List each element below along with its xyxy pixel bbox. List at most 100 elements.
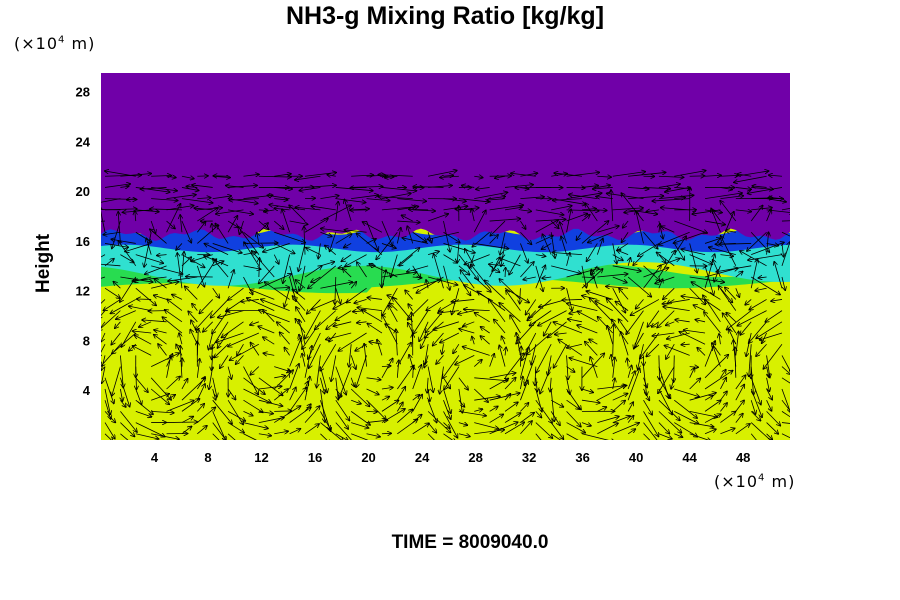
wind-vector [489,219,521,221]
wind-vector [333,321,352,326]
wind-vector [250,342,260,356]
wind-vector [274,406,300,423]
wind-vector [658,433,672,439]
wind-vector [746,332,752,356]
wind-vector [704,312,721,334]
wind-vector [593,187,613,189]
wind-vector [350,282,356,289]
wind-vector [139,321,152,327]
wind-vector [426,280,428,289]
wind-vector [674,411,698,423]
wind-vector [705,175,721,176]
wind-vector [781,276,785,290]
wind-vector [367,298,383,300]
wind-vector [397,409,412,423]
wind-vector [612,172,646,177]
wind-vector [306,248,321,255]
wind-vector [154,295,167,300]
wind-vector [327,175,336,177]
wind-vector [658,184,680,188]
wind-vector [566,411,581,426]
wind-vector [657,310,675,328]
wind-vector [643,433,651,440]
wind-vector [135,411,152,416]
wind-vector [566,193,602,200]
wind-vector [581,399,600,403]
wind-vector [554,344,567,368]
wind-vector [243,377,265,394]
wind-vector [628,196,663,200]
wind-vector [769,197,783,198]
wind-vector [535,411,542,417]
wind-vector [621,232,629,242]
wind-vector [212,287,220,298]
wind-vector [295,207,321,211]
wind-vector [381,193,411,200]
wind-vector [284,288,291,307]
wind-vector [658,251,675,278]
wind-vector [296,307,306,323]
wind-vector [658,422,670,434]
wind-vector [150,388,169,404]
wind-vector [112,220,121,248]
wind-vector [628,172,666,177]
wind-vector [658,366,669,399]
wind-vector [103,232,121,235]
wind-vector [756,343,767,356]
wind-vector [652,321,660,327]
wind-vector [350,355,356,369]
wind-vector [704,396,713,401]
wind-vector [684,330,706,334]
wind-vector [440,366,444,394]
wind-vector [309,344,321,368]
wind-vector [111,239,136,244]
wind-vector [412,210,435,211]
wind-vector [326,332,352,340]
wind-vector [366,220,379,250]
wind-vector [101,344,106,357]
wind-vector [427,433,435,440]
wind-vector [212,261,224,267]
wind-vector [674,198,685,199]
wind-vector [597,416,619,423]
wind-vector [412,265,421,278]
wind-vector [472,337,474,345]
wind-vector [263,243,290,251]
wind-vector [216,209,244,214]
wind-vector [735,414,743,423]
wind-vector [597,423,618,435]
wind-vector [197,208,222,210]
wind-vector [194,208,213,210]
wind-vector [566,377,570,394]
wind-vector [666,344,675,359]
wind-vector [397,221,419,222]
wind-vector [658,254,666,263]
wind-vector [289,388,307,412]
wind-vector [351,209,369,210]
wind-vector [311,206,336,211]
wind-vector [520,220,525,229]
wind-vector [289,407,311,423]
wind-vector [652,198,690,201]
wind-vector [121,321,137,347]
wind-vector [258,326,275,334]
wind-vector [181,257,191,267]
wind-vector [335,198,366,203]
wind-vector [520,347,521,367]
wind-vector [535,265,546,289]
wind-vector [643,268,669,278]
wind-vector [427,422,436,433]
wind-vector [356,355,367,387]
wind-vector [502,336,506,345]
wind-vector [551,206,572,211]
wind-vector [658,176,684,177]
wind-vector [643,366,647,396]
wind-vector [101,263,121,267]
wind-vector [443,175,453,176]
wind-vector [489,422,518,435]
wind-vector [719,334,720,345]
wind-vector [525,299,537,314]
wind-vector [548,355,552,375]
wind-vector [566,214,588,222]
